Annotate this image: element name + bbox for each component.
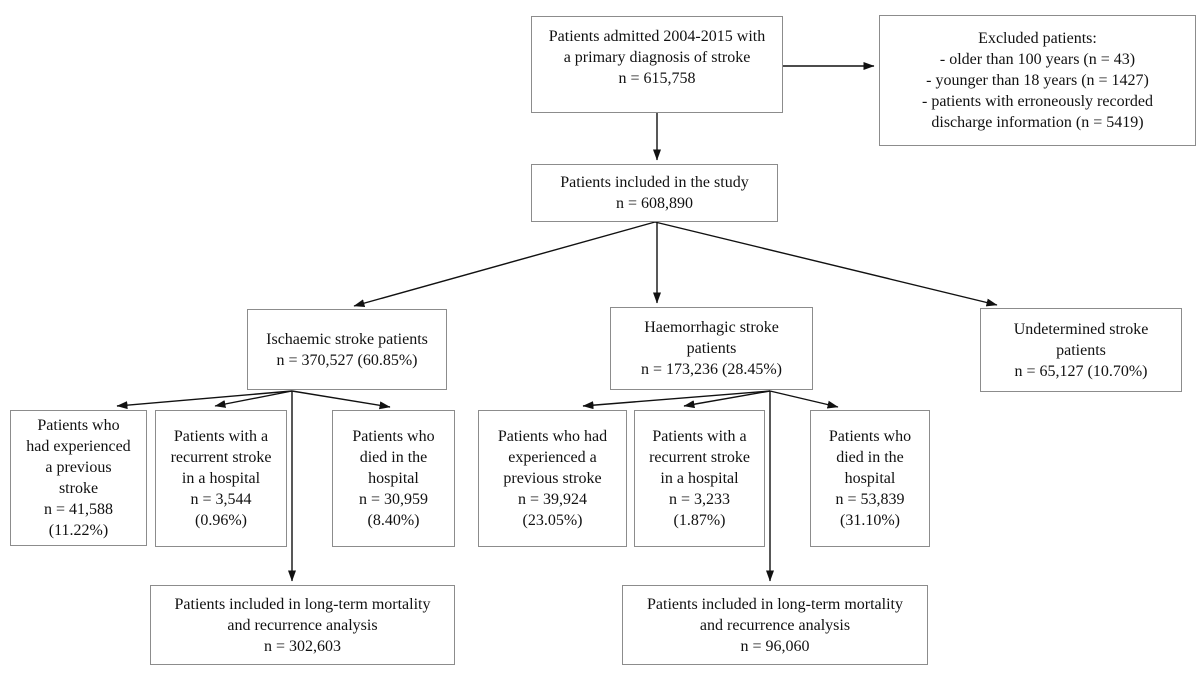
box-undetermined-stroke: Undetermined stroke patients n = 65,127 … bbox=[980, 308, 1182, 392]
box-line: (31.10%) bbox=[840, 512, 900, 529]
box-line: recurrent stroke bbox=[649, 449, 750, 466]
box-admitted-patients: Patients admitted 2004-2015 with a prima… bbox=[531, 16, 783, 113]
box-haemorrhagic-stroke: Haemorrhagic stroke patients n = 173,236… bbox=[610, 307, 813, 390]
box-ischaemic-line: Ischaemic stroke patients bbox=[266, 330, 428, 348]
arrow-included-to-ischaemic bbox=[353, 221, 656, 308]
box-ischaemic-previous-stroke: Patients who had experienced a previous … bbox=[10, 410, 147, 546]
box-haemorrhagic-died-hospital: Patients who died in the hospital n = 53… bbox=[810, 410, 930, 547]
arrow-ischaemic-to-previous bbox=[116, 390, 293, 410]
arrow-haemorrhagic-to-recurrent bbox=[683, 390, 771, 409]
box-haemorrhagic-recurrent-stroke: Patients with a recurrent stroke in a ho… bbox=[634, 410, 765, 547]
arrow-included-to-undetermined bbox=[654, 221, 998, 307]
box-line: in a hospital bbox=[660, 470, 739, 487]
box-line: and recurrence analysis bbox=[227, 616, 378, 634]
box-line: had experienced bbox=[26, 438, 131, 455]
box-undetermined-line: patients bbox=[1056, 341, 1106, 359]
box-haemorrhagic-line: Haemorrhagic stroke bbox=[644, 319, 779, 336]
box-haemorrhagic-previous-stroke: Patients who had experienced a previous … bbox=[478, 410, 627, 547]
box-ischaemic-line: n = 370,527 (60.85%) bbox=[276, 351, 418, 369]
box-line: Patients with a bbox=[173, 428, 269, 445]
box-ischaemic-died-hospital: Patients who died in the hospital n = 30… bbox=[332, 410, 455, 547]
box-admitted-line: n = 615,758 bbox=[618, 70, 696, 87]
box-line: Patients who had bbox=[497, 428, 608, 445]
box-line: (8.40%) bbox=[367, 512, 420, 529]
box-ischaemic-stroke: Ischaemic stroke patients n = 370,527 (6… bbox=[247, 309, 447, 390]
box-undetermined-line: n = 65,127 (10.70%) bbox=[1014, 362, 1148, 380]
box-line: a previous bbox=[45, 459, 112, 476]
box-included-line: Patients included in the study bbox=[560, 174, 749, 191]
box-line: recurrent stroke bbox=[170, 449, 272, 466]
box-line: Patients included in long-term mortality bbox=[647, 595, 903, 613]
box-line: Patients included in long-term mortality bbox=[174, 595, 431, 613]
box-excluded-line: - patients with erroneously recorded bbox=[921, 93, 1154, 110]
arrow-ischaemic-to-died bbox=[291, 390, 391, 410]
box-line: n = 3,233 bbox=[668, 491, 731, 508]
arrow-ischaemic-to-recurrent bbox=[214, 390, 293, 408]
box-included-line: n = 608,890 bbox=[615, 195, 694, 212]
box-line: in a hospital bbox=[181, 470, 261, 487]
box-line: hospital bbox=[368, 470, 419, 487]
box-haemorrhagic-line: n = 173,236 (28.45%) bbox=[640, 361, 782, 378]
box-line: and recurrence analysis bbox=[699, 616, 851, 634]
box-line: died in the bbox=[359, 449, 428, 466]
box-line: died in the bbox=[836, 449, 904, 466]
box-line: n = 39,924 bbox=[517, 491, 588, 508]
box-line: (23.05%) bbox=[522, 512, 583, 529]
box-line: (0.96%) bbox=[195, 512, 247, 529]
box-haemorrhagic-longterm-analysis: Patients included in long-term mortality… bbox=[622, 585, 928, 665]
box-line: Patients with a bbox=[652, 428, 747, 445]
box-line: hospital bbox=[844, 470, 896, 487]
box-line: Patients who bbox=[352, 428, 435, 445]
box-line: experienced a bbox=[508, 449, 597, 466]
box-excluded-line: discharge information (n = 5419) bbox=[931, 114, 1144, 131]
box-excluded-line: - older than 100 years (n = 43) bbox=[939, 51, 1136, 68]
box-line: (11.22%) bbox=[48, 522, 109, 539]
arrow-haemorrhagic-to-previous bbox=[582, 390, 771, 410]
box-included-patients: Patients included in the study n = 608,8… bbox=[531, 164, 778, 222]
box-line: n = 96,060 bbox=[740, 637, 810, 655]
box-line: Patients who bbox=[828, 428, 912, 445]
box-admitted-line: a primary diagnosis of stroke bbox=[563, 49, 751, 66]
box-line: n = 41,588 bbox=[43, 501, 114, 518]
box-excluded-line: - younger than 18 years (n = 1427) bbox=[926, 72, 1149, 89]
box-line: n = 30,959 bbox=[358, 491, 429, 508]
box-excluded-line: Excluded patients: bbox=[978, 30, 1097, 47]
box-line: n = 3,544 bbox=[190, 491, 252, 508]
box-line: n = 53,839 bbox=[835, 491, 905, 508]
box-line: n = 302,603 bbox=[263, 637, 342, 655]
box-undetermined-line: Undetermined stroke bbox=[1013, 320, 1149, 338]
box-ischaemic-recurrent-stroke: Patients with a recurrent stroke in a ho… bbox=[155, 410, 287, 547]
box-line: Patients who bbox=[37, 417, 120, 434]
box-excluded-patients: Excluded patients: - older than 100 year… bbox=[879, 15, 1196, 146]
box-ischaemic-longterm-analysis: Patients included in long-term mortality… bbox=[150, 585, 455, 665]
box-line: (1.87%) bbox=[673, 512, 726, 529]
arrow-haemorrhagic-to-died bbox=[769, 390, 839, 409]
box-line: stroke bbox=[58, 480, 99, 497]
box-haemorrhagic-line: patients bbox=[686, 340, 737, 357]
box-line: previous stroke bbox=[503, 470, 602, 487]
box-admitted-line: Patients admitted 2004-2015 with bbox=[548, 28, 766, 45]
